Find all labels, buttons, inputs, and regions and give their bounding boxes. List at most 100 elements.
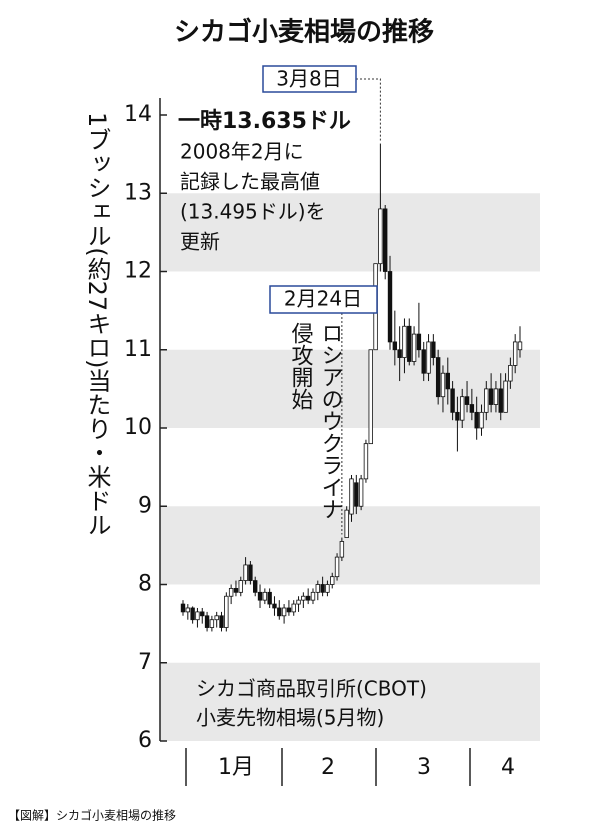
band — [160, 506, 540, 585]
candle-body — [493, 388, 499, 405]
candle-body — [368, 349, 373, 445]
y-tick-label: 10 — [124, 415, 152, 440]
band — [160, 193, 540, 272]
candle-body — [195, 611, 200, 621]
peak-note-line: 更新 — [180, 230, 220, 254]
candle-body — [291, 603, 296, 613]
candle-body — [190, 607, 195, 621]
candle-body — [228, 588, 234, 597]
candle-body — [301, 595, 306, 601]
candle-body — [440, 372, 446, 398]
peak-value: 一時13.635ドル — [178, 109, 351, 134]
x-tick-label: 1月 — [218, 755, 254, 780]
peak-note-line: 2008年2月に — [180, 140, 304, 164]
candle-body — [180, 603, 186, 613]
candle-body — [185, 607, 191, 613]
y-tick-label: 14 — [124, 102, 152, 127]
date-box — [269, 285, 378, 314]
y-tick-label: 8 — [138, 572, 152, 597]
candle-body — [479, 411, 484, 429]
plot: 6 7 8 9 10 11 12 13 14 1月 2 3 4 — [124, 78, 540, 786]
candle-body — [243, 564, 248, 581]
date-box — [262, 65, 357, 93]
candle-body — [382, 208, 388, 272]
candle-body — [224, 595, 229, 628]
peak-note-line: (13.495ドル)を — [180, 200, 326, 224]
x-tick-label: 3 — [417, 755, 431, 780]
candle-body — [455, 411, 460, 421]
source: シカゴ商品取引所(CBOT) — [196, 677, 427, 701]
candle-body — [421, 349, 426, 374]
candle-body — [387, 271, 393, 343]
candle-body — [474, 411, 479, 429]
y-tick-label: 13 — [124, 180, 152, 205]
candle-body — [450, 388, 455, 413]
candle-body — [407, 325, 412, 362]
invasion-note: 侵攻開始 — [288, 322, 314, 410]
candle-body — [267, 591, 272, 605]
candle-body — [358, 478, 364, 507]
candle-body — [262, 591, 268, 601]
candle-body — [214, 615, 219, 621]
candle-body — [200, 611, 205, 617]
caption: 【図解】シカゴ小麦相場の推移 — [8, 808, 176, 823]
candle-body — [397, 349, 402, 358]
candle-body — [435, 357, 441, 398]
candle-body — [469, 404, 475, 413]
candle-body — [209, 619, 215, 628]
candle-body — [488, 388, 494, 405]
candle-body — [484, 388, 489, 413]
x-tick-label: 4 — [501, 755, 515, 780]
candle-body — [445, 372, 450, 390]
candle-body — [517, 341, 523, 351]
y-axis-label: 1ブッシェル(約27キロ)当たり・米ドル — [83, 112, 111, 537]
candle-body — [503, 380, 508, 413]
candle-body — [204, 615, 210, 628]
candle-body — [325, 584, 330, 593]
y-tick-label: 9 — [138, 493, 152, 518]
candle-body — [344, 509, 349, 538]
candle-body — [354, 482, 359, 507]
candle-body — [238, 580, 243, 593]
title: シカゴ小麦相場の推移 — [174, 17, 434, 48]
candle-body — [339, 541, 345, 558]
candle-body — [248, 564, 253, 581]
candle-body — [277, 607, 282, 617]
x-tick-label: 2 — [321, 755, 335, 780]
peak-note-line: 記録した最高値 — [180, 170, 320, 194]
candle-body — [508, 364, 513, 382]
candle-body — [257, 591, 263, 601]
candle-body — [320, 584, 325, 593]
candle-body — [315, 584, 320, 593]
candle-body — [411, 333, 417, 362]
candle-body — [363, 443, 369, 480]
band — [160, 662, 540, 741]
y-tick-label: 7 — [138, 650, 152, 675]
invasion-date: 2月24日 — [284, 287, 362, 311]
candle-body — [431, 341, 436, 358]
source: 小麦先物相場(5月物) — [196, 706, 384, 730]
candle-body — [330, 576, 335, 585]
invasion-note: ロシアのウクライナ — [318, 322, 343, 520]
candle-body — [233, 588, 239, 593]
candle-body — [253, 580, 258, 593]
y-tick-label: 11 — [124, 337, 152, 362]
candle-body — [512, 341, 518, 366]
candle-body — [281, 607, 287, 617]
candle-body — [378, 208, 383, 265]
candle-body — [460, 396, 465, 421]
candle-body — [402, 325, 407, 358]
y-tick-label: 12 — [124, 259, 152, 284]
candle-body — [219, 615, 224, 628]
candle-body — [426, 341, 431, 374]
candle-body — [416, 333, 422, 351]
candle-body — [296, 599, 301, 605]
y-tick-label: 6 — [138, 728, 152, 753]
candle-body — [392, 341, 398, 351]
leader-line — [356, 78, 381, 141]
candle-body — [349, 478, 354, 515]
candle-body — [498, 388, 503, 413]
candle-body — [305, 595, 311, 601]
